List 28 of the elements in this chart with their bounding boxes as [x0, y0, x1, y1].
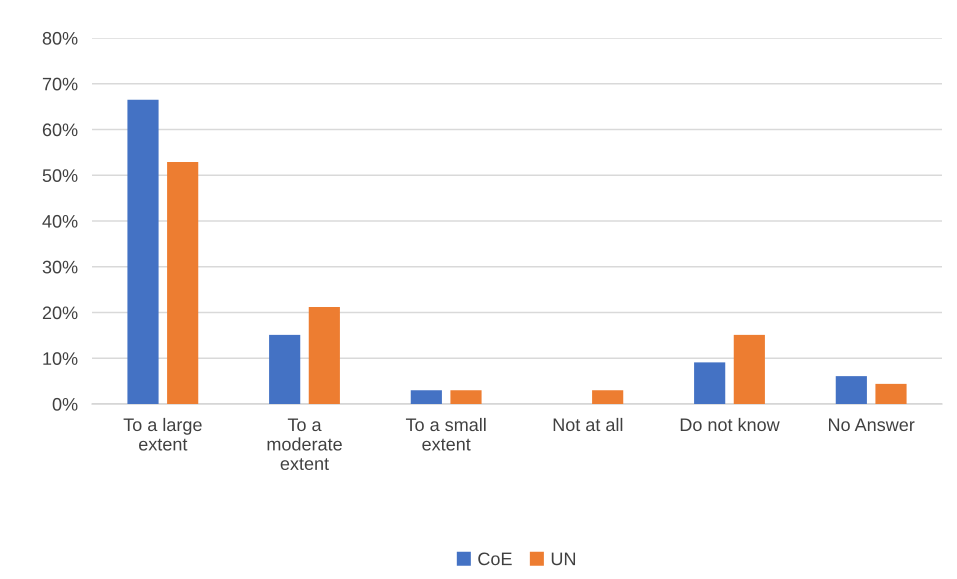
x-tick-label: To a large extent [124, 418, 202, 451]
bar [127, 100, 159, 404]
y-tick-label: 20% [42, 306, 78, 320]
bar [836, 376, 867, 404]
legend-label: CoE [478, 552, 512, 566]
y-tick-label: 80% [42, 32, 78, 45]
x-tick-label: No Answer [828, 418, 915, 432]
x-tick-label: To a small extent [406, 418, 486, 451]
bar [450, 390, 482, 404]
y-tick-label: 30% [42, 260, 78, 274]
y-tick-label: 0% [52, 398, 78, 411]
y-tick-label: 60% [42, 123, 78, 136]
x-tick-label: To a moderate extent [268, 418, 342, 470]
bar [308, 307, 340, 404]
y-tick-label: 40% [42, 214, 78, 228]
bar [269, 334, 300, 404]
y-tick-label: 10% [43, 352, 78, 365]
bar [410, 390, 442, 404]
bar [734, 334, 765, 404]
bar [592, 390, 624, 404]
x-tick-label: Not at all [554, 418, 622, 432]
x-tick-label: Do not know [680, 418, 780, 432]
bar [875, 384, 907, 404]
y-tick-label: 50% [42, 169, 78, 182]
bar [694, 362, 726, 404]
bar [167, 162, 198, 404]
y-tick-label: 70% [42, 78, 78, 90]
legend-label: UN [552, 552, 576, 566]
